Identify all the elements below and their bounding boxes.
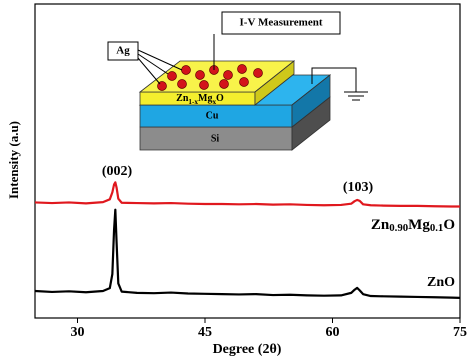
x-tick-label: 30 (71, 325, 85, 340)
layer-label: Zn1-xMgxO (176, 93, 224, 105)
x-tick-label: 60 (326, 325, 340, 340)
layer-label: Si (211, 133, 220, 144)
ag-box (107, 41, 139, 61)
y-axis-label: Intensity (a.u) (6, 121, 21, 199)
layer-label: Cu (206, 110, 219, 121)
peak-label: (002) (102, 164, 133, 179)
peak-label: (103) (343, 180, 374, 195)
ground (311, 67, 368, 101)
x-axis-label: Degree (2θ) (213, 342, 282, 357)
series-label: ZnO (427, 275, 455, 290)
ag-arrows (137, 49, 183, 85)
cu-side (291, 74, 331, 128)
series-line (34, 181, 460, 208)
x-tick-label: 75 (453, 325, 467, 340)
inset-diagram: I-V Measurement Ag Zn1-xMgxO Cu Si (107, 11, 368, 151)
series-line (34, 208, 461, 299)
ag-label: Ag (116, 45, 130, 57)
plot-frame (34, 3, 461, 319)
measurement-label: I-V Measurement (240, 17, 323, 29)
x-tick-label: 45 (198, 325, 212, 340)
measurement-box (221, 11, 341, 35)
series-label: Zn0.90Mg0.1O (371, 217, 455, 234)
znmgo-side (254, 60, 295, 106)
